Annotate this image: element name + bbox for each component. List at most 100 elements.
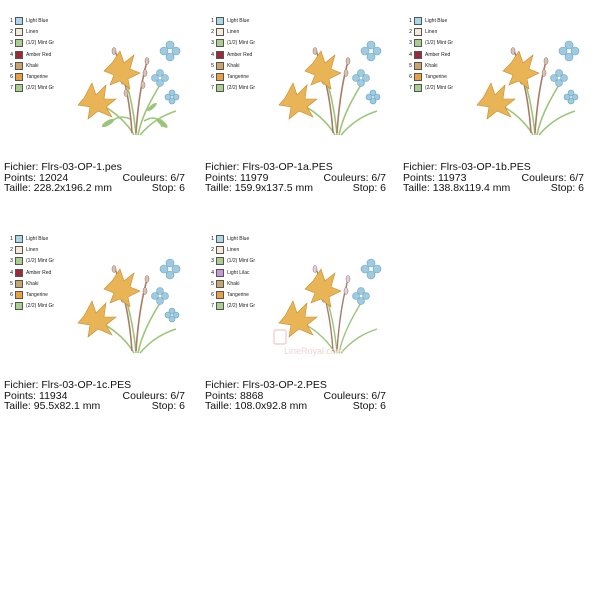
legend-number: 1 <box>10 236 13 242</box>
legend-number: 2 <box>211 247 214 254</box>
design-size: Taille: 228.2x196.2 mm <box>4 182 112 194</box>
colors-count: Couleurs: 6/7 <box>323 171 386 184</box>
stop-count: Stop: 6 <box>352 182 386 194</box>
legend-label: (1/2) Mint Gr <box>26 258 55 265</box>
color-swatch <box>15 290 23 299</box>
legend-number: 7 <box>409 85 412 92</box>
legend-label: Linen <box>26 247 39 254</box>
legend-label: Light Blue <box>425 18 448 24</box>
design-size: Taille: 138.8x119.4 mm <box>403 182 511 194</box>
points-count: Points: 11973 <box>403 171 467 184</box>
color-swatch <box>216 257 224 266</box>
legend-number: 2 <box>10 29 13 36</box>
color-swatch <box>216 84 224 93</box>
design-card-4: 1 Light Blue 2 Linen 3 (1/2) Mint Gr 4 Amber… <box>4 226 194 416</box>
design-info: Fichier: Flrs-03-OP-2.PES Points: 8868 Co… <box>205 380 390 412</box>
watermark-text: LineRoyal.com <box>284 346 344 356</box>
legend-number: 4 <box>10 269 13 276</box>
stop-count: Stop: 6 <box>352 400 386 412</box>
legend-label: (2/2) Mint Gr <box>26 85 55 92</box>
legend-number: 6 <box>10 291 13 298</box>
design-card-2: 1 Light Blue 2 Linen 3 (1/2) Mint Gr 4 Amber… <box>205 8 395 198</box>
file-name: Fichier: Flrs-03-OP-2.PES <box>205 379 327 391</box>
points-count: Points: 12024 <box>4 171 69 184</box>
color-swatch <box>15 257 23 266</box>
design-info: Fichier: Flrs-03-OP-1.pes Points: 12024 C… <box>4 162 189 194</box>
color-swatch <box>216 72 224 81</box>
color-swatch <box>216 246 224 255</box>
design-size: Taille: 159.9x137.5 mm <box>205 182 313 194</box>
legend-number: 2 <box>409 29 412 36</box>
legend-label: Khaki <box>26 62 39 69</box>
legend-number: 7 <box>211 85 214 92</box>
design-info: Fichier: Flrs-03-OP-1c.PES Points: 11934… <box>4 380 189 412</box>
points-count: Points: 11934 <box>4 389 68 402</box>
legend-label: Tangerine <box>227 73 249 80</box>
color-swatch <box>15 61 23 70</box>
legend-label: Linen <box>26 29 39 36</box>
design-info: Fichier: Flrs-03-OP-1b.PES Points: 11973… <box>403 162 588 194</box>
color-swatch <box>15 235 23 243</box>
legend-label: (2/2) Mint Gr <box>227 85 256 92</box>
legend-label: Tangerine <box>227 291 249 298</box>
legend-label: Khaki <box>227 280 240 287</box>
design-card-3: 1 Light Blue 2 Linen 3 (1/2) Mint Gr 4 Amber… <box>403 8 593 198</box>
legend-label: Light Blue <box>26 236 49 242</box>
stop-count: Stop: 6 <box>550 182 584 194</box>
color-swatch <box>414 39 422 48</box>
legend-number: 4 <box>211 269 214 276</box>
legend-label: Amber Red <box>26 269 52 276</box>
legend-label: Tangerine <box>425 73 447 80</box>
color-swatch <box>216 268 224 277</box>
file-name: Fichier: Flrs-03-OP-1b.PES <box>403 161 531 173</box>
design-info: Fichier: Flrs-03-OP-1a.PES Points: 11979… <box>205 162 390 194</box>
color-swatch <box>15 17 23 25</box>
embroidery-flower-preview <box>278 258 382 354</box>
legend-number: 3 <box>10 258 13 265</box>
color-swatch <box>216 28 224 37</box>
legend-number: 1 <box>211 236 214 242</box>
points-count: Points: 8868 <box>205 389 264 402</box>
stop-count: Stop: 6 <box>151 400 185 412</box>
color-swatch <box>216 61 224 70</box>
color-swatch <box>216 17 224 25</box>
legend-number: 7 <box>211 303 214 310</box>
colors-count: Couleurs: 6/7 <box>122 171 185 184</box>
legend-label: (2/2) Mint Gr <box>227 303 256 310</box>
color-swatch <box>216 50 224 59</box>
legend-number: 7 <box>10 303 13 310</box>
design-card-1: 1 Light Blue 2 Linen 3 (1/2) Mint Gr 4 Amber… <box>4 8 194 198</box>
legend-number: 1 <box>10 18 13 24</box>
points-count: Points: 11979 <box>205 171 269 184</box>
design-size: Taille: 108.0x92.8 mm <box>205 400 308 412</box>
design-card-5: 1 Light Blue 2 Linen 3 (1/2) Mint Gr 4 Light… <box>205 226 395 416</box>
color-swatch <box>216 235 224 243</box>
color-swatch <box>15 84 23 93</box>
legend-number: 3 <box>211 258 214 265</box>
legend-label: (1/2) Mint Gr <box>227 258 256 265</box>
legend-number: 5 <box>211 62 214 69</box>
legend-label: Linen <box>227 247 240 254</box>
legend-label: Tangerine <box>26 73 48 80</box>
legend-label: (1/2) Mint Gr <box>425 40 454 47</box>
color-swatch <box>216 302 224 311</box>
legend-number: 4 <box>10 51 13 58</box>
legend-number: 5 <box>211 280 214 287</box>
embroidery-flower-preview <box>77 258 181 354</box>
legend-label: (2/2) Mint Gr <box>425 85 454 92</box>
color-swatch <box>15 302 23 311</box>
color-swatch <box>216 39 224 48</box>
legend-number: 4 <box>211 51 214 58</box>
legend-label: Light Lilac <box>227 269 250 276</box>
color-swatch <box>15 39 23 48</box>
legend-label: Khaki <box>425 62 438 69</box>
legend-label: Tangerine <box>26 291 48 298</box>
legend-label: Amber Red <box>26 51 52 58</box>
color-swatch <box>414 28 422 37</box>
file-name: Fichier: Flrs-03-OP-1a.PES <box>205 161 333 173</box>
legend-number: 5 <box>10 280 13 287</box>
legend-number: 1 <box>211 18 214 24</box>
colors-count: Couleurs: 6/7 <box>323 389 386 402</box>
color-swatch <box>414 17 422 25</box>
color-swatch <box>414 84 422 93</box>
